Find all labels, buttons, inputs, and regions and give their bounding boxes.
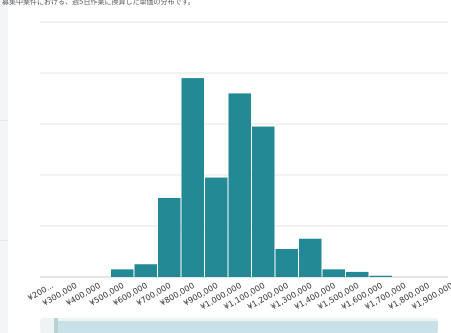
chart-caption: 募集中案件における、週5日作業に換算した単価の分布です。 [2,0,195,6]
histogram-bar[interactable] [369,275,393,277]
range-slider[interactable] [40,318,438,333]
histogram-bar[interactable] [205,177,228,277]
range-slider-selection[interactable] [56,321,438,333]
histogram-bar[interactable] [322,269,346,277]
histogram-bar[interactable] [346,271,369,277]
histogram-bar[interactable] [134,264,158,277]
histogram-bar[interactable] [228,93,252,278]
histogram-bar[interactable] [181,78,205,277]
strip-divider [0,240,8,241]
strip-divider [0,120,8,121]
histogram-bar[interactable] [252,126,275,277]
range-slider-left-handle[interactable] [54,318,58,333]
histogram-bar[interactable] [111,269,134,277]
left-panel-strip [0,0,8,333]
histogram-bar[interactable] [299,238,322,277]
histogram-bar[interactable] [158,197,181,277]
histogram-bar[interactable] [275,248,299,277]
